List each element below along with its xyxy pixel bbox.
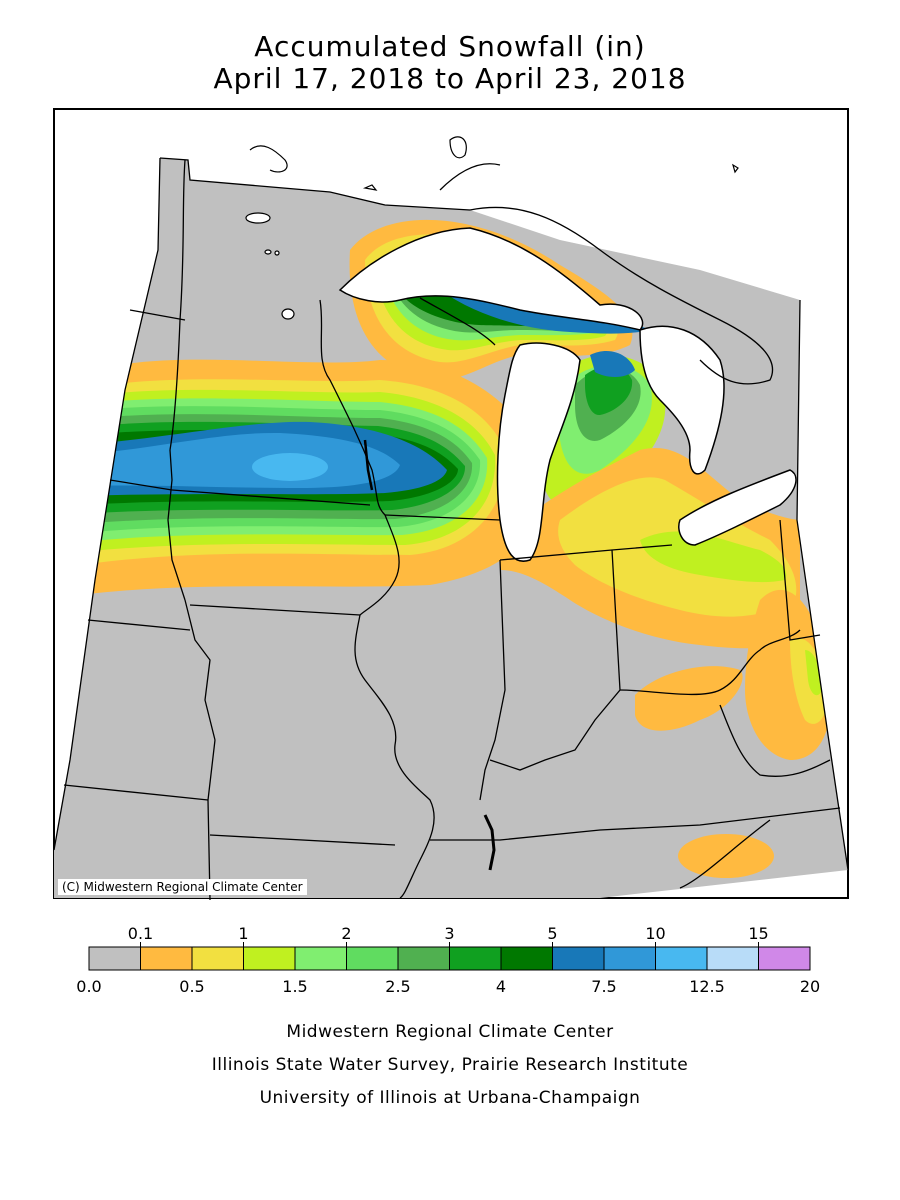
- state-borders: [53, 157, 849, 901]
- legend-swatch: [191, 946, 244, 971]
- small-lakes: [245, 212, 295, 320]
- legend-swatch: [500, 946, 553, 971]
- legend-tick-label: 20: [800, 977, 820, 996]
- legend-tick-label: 2: [341, 924, 351, 943]
- legend-swatch: [140, 946, 193, 971]
- credit-line-3: University of Illinois at Urbana-Champai…: [259, 1088, 641, 1108]
- legend-top-labels: 0.1 1 2 3 5 10 15: [128, 924, 769, 947]
- river-feature: [483, 814, 496, 871]
- legend-colorbar: [88, 946, 811, 971]
- legend-swatch: [552, 946, 605, 971]
- legend-tick-label: 12.5: [689, 977, 725, 996]
- map-title: Accumulated Snowfall (in): [254, 30, 646, 63]
- credit-line-1: Midwestern Regional Climate Center: [286, 1022, 614, 1042]
- legend-tick-label: 2.5: [385, 977, 410, 996]
- legend-swatch: [706, 946, 759, 971]
- legend-tick-label: 7.5: [591, 977, 616, 996]
- legend-swatch: [758, 946, 811, 971]
- legend-bottom-labels: 0.0 0.5 1.5 2.5 4 7.5 12.5 20: [76, 977, 820, 996]
- legend-swatch: [294, 946, 347, 971]
- legend-swatch: [88, 946, 141, 971]
- credit-line-2: Illinois State Water Survey, Prairie Res…: [211, 1055, 689, 1075]
- legend-swatch: [655, 946, 708, 971]
- legend-tick-label: 0.1: [128, 924, 153, 943]
- legend-swatch: [346, 946, 399, 971]
- canada-features: [249, 136, 739, 191]
- map-date-range: April 17, 2018 to April 23, 2018: [213, 62, 687, 95]
- legend-tick-label: 0.0: [76, 977, 101, 996]
- legend-tick-label: 1.5: [282, 977, 307, 996]
- legend-tick-label: 10: [645, 924, 665, 943]
- legend-swatch: [397, 946, 450, 971]
- legend-tick-label: 4: [496, 977, 506, 996]
- copyright-label: (C) Midwestern Regional Climate Center: [58, 879, 307, 895]
- legend-swatch: [603, 946, 656, 971]
- river-mn: [363, 439, 374, 491]
- legend-tick-label: 3: [444, 924, 454, 943]
- legend-tick-label: 5: [547, 924, 557, 943]
- legend-swatch: [449, 946, 502, 971]
- legend-tick-label: 15: [748, 924, 768, 943]
- legend-tick-label: 1: [238, 924, 248, 943]
- legend-tick-label: 0.5: [179, 977, 204, 996]
- legend-swatch: [243, 946, 296, 971]
